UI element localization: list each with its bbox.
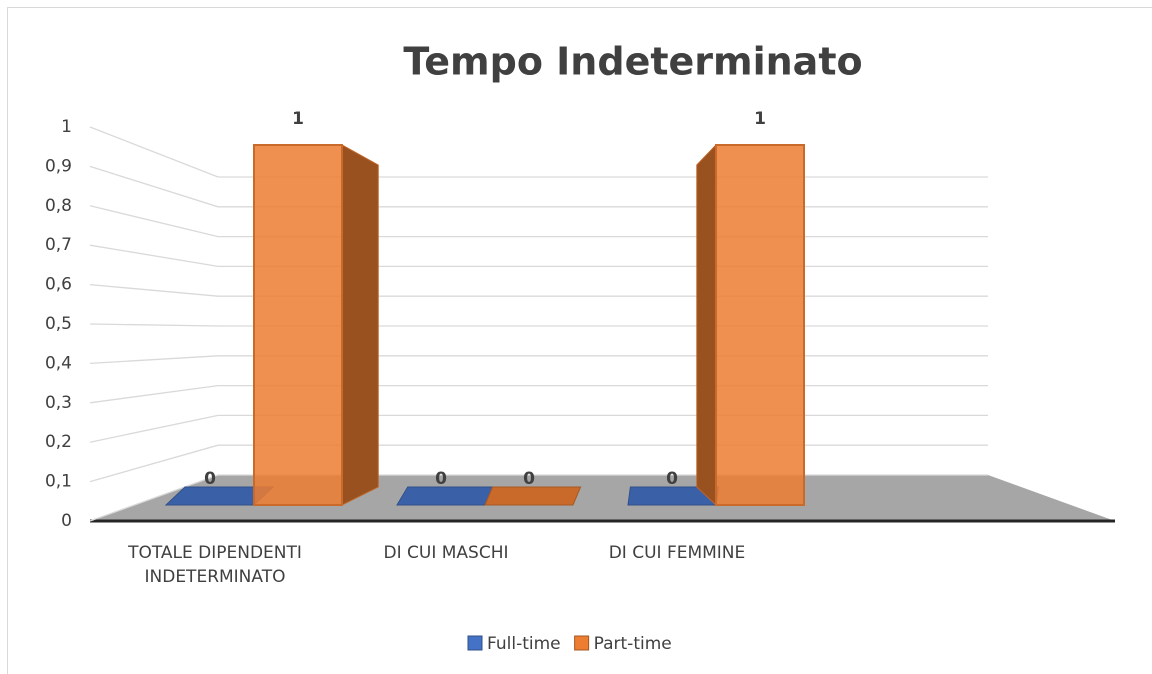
grid-line bbox=[89, 323, 988, 327]
bar bbox=[396, 486, 497, 506]
grid-line bbox=[89, 384, 988, 404]
bar-side bbox=[341, 144, 379, 506]
y-tick-label: 0,9 bbox=[45, 156, 72, 176]
data-label: 0 bbox=[435, 469, 447, 489]
x-tick-label: TOTALE DIPENDENTI INDETERMINATO bbox=[128, 543, 302, 587]
bar bbox=[696, 143, 805, 507]
y-tick-label: 0,4 bbox=[45, 353, 72, 373]
grid-line bbox=[89, 355, 988, 365]
grid-line bbox=[89, 165, 988, 208]
data-label: 0 bbox=[523, 469, 535, 489]
bar-front bbox=[253, 144, 343, 506]
bar-top bbox=[484, 486, 582, 506]
data-label: 0 bbox=[204, 469, 216, 489]
grid-line bbox=[89, 414, 988, 443]
x-tick-label: DI CUI MASCHI bbox=[383, 543, 509, 563]
data-label: 1 bbox=[292, 109, 304, 129]
chart-border bbox=[7, 7, 1152, 674]
legend-label: Full-time bbox=[487, 634, 561, 654]
data-label: 1 bbox=[754, 109, 766, 129]
bar bbox=[484, 486, 582, 506]
x-tick-label: DI CUI FEMMINE bbox=[608, 543, 746, 563]
grid-line bbox=[89, 126, 988, 178]
y-tick-label: 0 bbox=[61, 511, 72, 531]
y-tick-label: 1 bbox=[61, 117, 72, 137]
y-tick-label: 0,3 bbox=[45, 393, 72, 413]
legend-label: Part-time bbox=[594, 634, 672, 654]
bar-top bbox=[396, 486, 497, 506]
grid-line bbox=[89, 205, 988, 238]
bar-front bbox=[715, 144, 805, 506]
grid-line bbox=[89, 244, 988, 268]
y-tick-label: 0,8 bbox=[45, 196, 72, 216]
y-tick-label: 0,1 bbox=[45, 472, 72, 492]
data-label: 0 bbox=[666, 469, 678, 489]
bar-side bbox=[696, 143, 717, 507]
y-tick-label: 0,5 bbox=[45, 314, 72, 334]
y-tick-label: 0,2 bbox=[45, 432, 72, 452]
y-tick-label: 0,6 bbox=[45, 275, 72, 295]
grid-line bbox=[89, 283, 988, 297]
bar bbox=[253, 144, 379, 506]
y-tick-label: 0,7 bbox=[45, 235, 72, 255]
legend-swatch bbox=[467, 635, 483, 651]
chart-title: Tempo Indeterminato bbox=[403, 40, 862, 84]
legend-swatch bbox=[574, 635, 590, 651]
